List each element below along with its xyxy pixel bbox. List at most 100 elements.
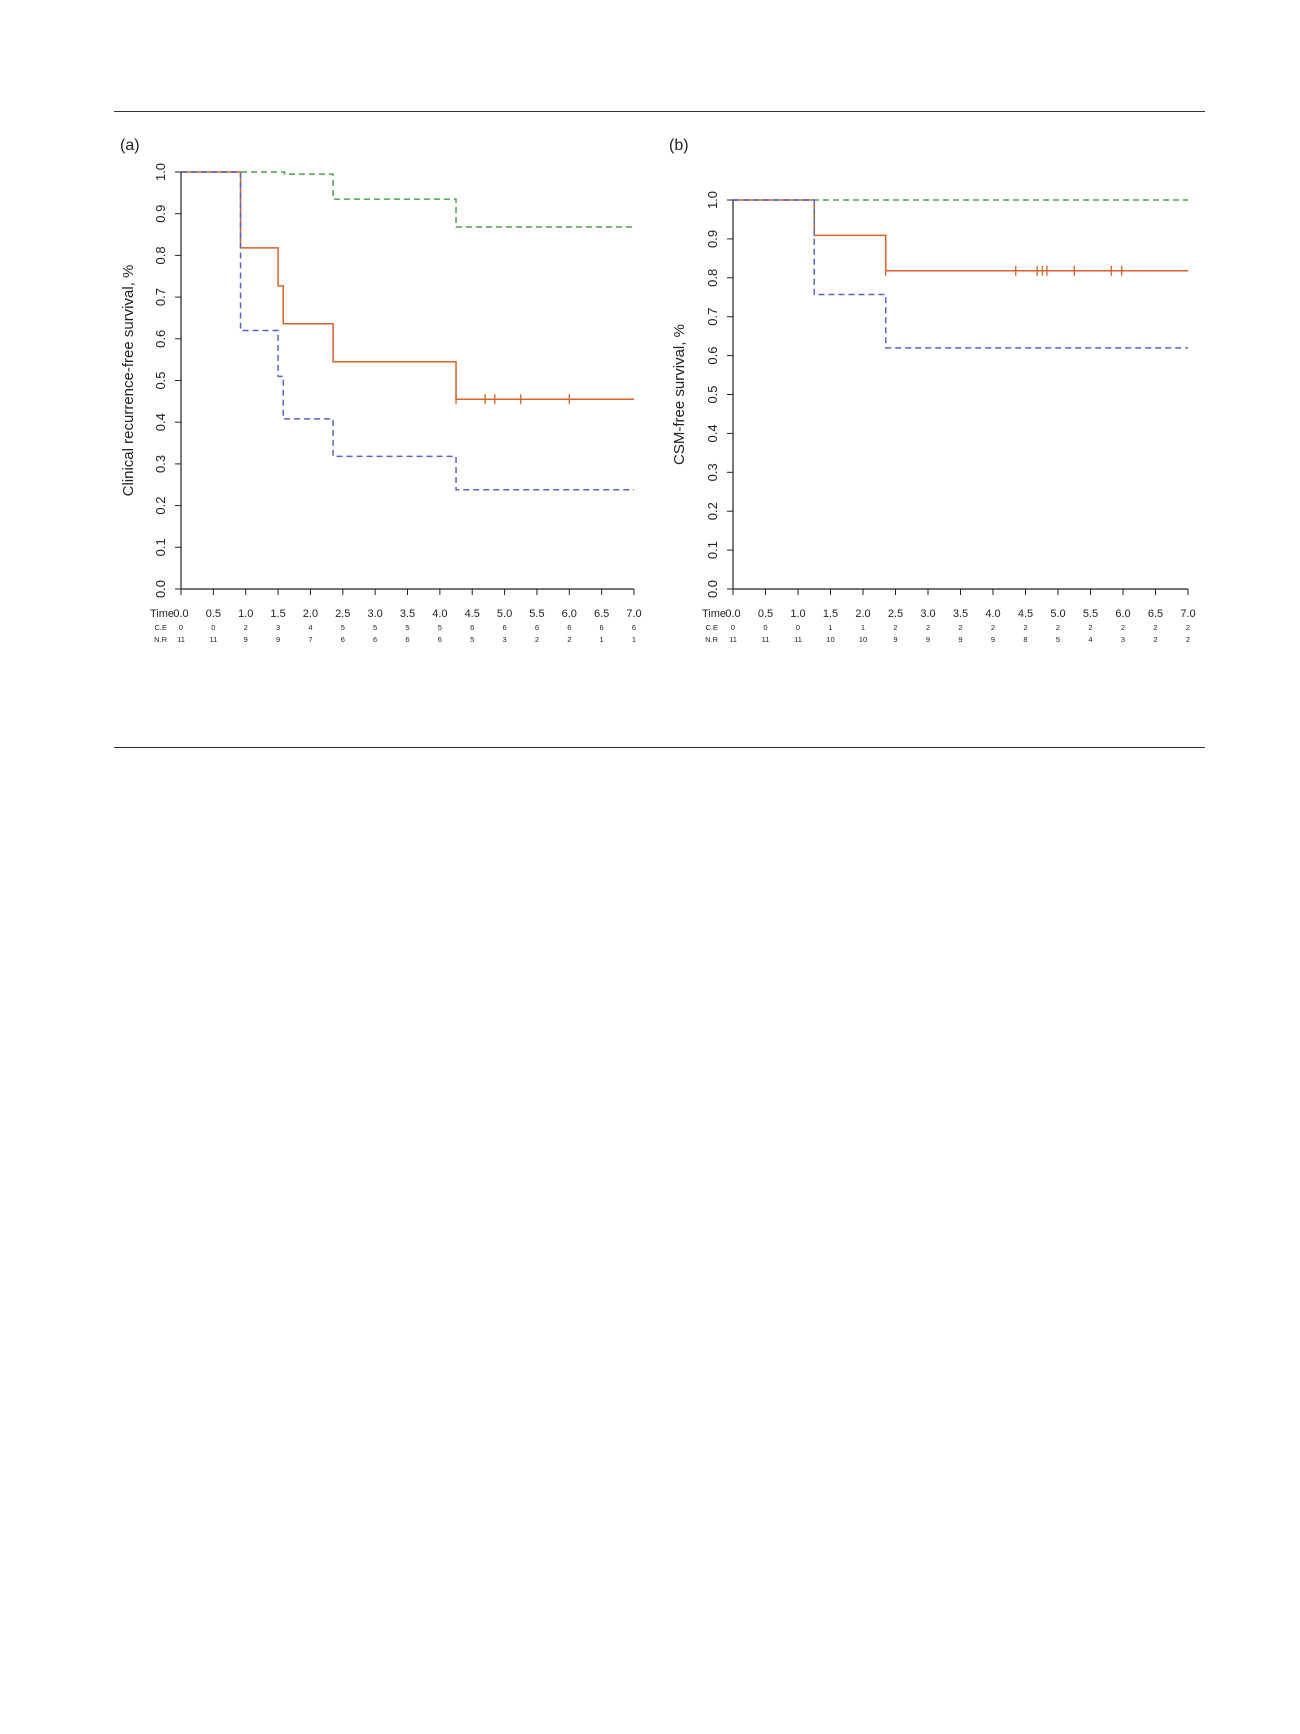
risk-table-value: 2	[535, 635, 539, 644]
risk-table-value: 9	[276, 635, 280, 644]
y-tick-label: 0.3	[153, 455, 168, 473]
risk-table-value: 0	[796, 623, 800, 632]
x-tick-label: 0.5	[206, 608, 221, 620]
risk-table-value: 0	[211, 623, 215, 632]
x-tick-label: 3.5	[400, 608, 415, 620]
risk-table-value: 2	[958, 623, 962, 632]
panel-label: (a)	[120, 137, 140, 154]
risk-table-value: 3	[276, 623, 280, 632]
risk-table-value: 5	[470, 635, 474, 644]
y-tick-label: 0.9	[153, 205, 168, 223]
series-orange-curve	[181, 171, 634, 401]
x-axis-title: Time	[150, 608, 174, 620]
x-tick-label: 6.0	[1115, 608, 1130, 620]
x-tick-label: 3.0	[367, 608, 382, 620]
y-tick-label: 0.2	[705, 502, 720, 520]
risk-table-value: 1	[828, 623, 832, 632]
x-tick-label: 5.0	[497, 608, 512, 620]
series-green-curve	[181, 171, 634, 228]
risk-table-value: 2	[1121, 623, 1125, 632]
x-tick-label: 0.0	[173, 608, 188, 620]
risk-table-value: 1	[861, 623, 865, 632]
x-tick-label: 5.5	[529, 608, 544, 620]
y-tick-label: 1.0	[153, 163, 168, 181]
risk-table-value: 11	[762, 635, 770, 644]
risk-table-value: 6	[567, 623, 571, 632]
risk-table-value: 11	[729, 635, 737, 644]
y-tick-label: 1.0	[705, 191, 720, 209]
risk-table-value: 6	[600, 623, 604, 632]
risk-table-row-label: C.E	[705, 623, 718, 632]
x-tick-label: 3.0	[920, 608, 935, 620]
risk-table-value: 6	[373, 635, 377, 644]
risk-table-value: 7	[308, 635, 312, 644]
x-tick-label: 6.5	[1148, 608, 1163, 620]
risk-table-value: 2	[1153, 635, 1157, 644]
x-tick-label: 4.0	[432, 608, 447, 620]
risk-table-value: 5	[405, 623, 409, 632]
risk-table-value: 6	[405, 635, 409, 644]
x-tick-label: 6.5	[594, 608, 609, 620]
risk-table-value: 6	[438, 635, 442, 644]
risk-table-value: 0	[731, 623, 735, 632]
x-tick-label: 7.0	[1180, 608, 1195, 620]
risk-table-value: 2	[1056, 623, 1060, 632]
y-tick-label: 0.7	[153, 288, 168, 306]
x-tick-label: 3.5	[953, 608, 968, 620]
risk-table-value: 9	[926, 635, 930, 644]
risk-table-value: 5	[438, 623, 442, 632]
risk-table-value: 11	[177, 635, 185, 644]
x-tick-label: 2.0	[303, 608, 318, 620]
y-tick-label: 0.5	[153, 371, 168, 389]
x-tick-label: 4.0	[985, 608, 1000, 620]
x-tick-label: 4.5	[465, 608, 480, 620]
x-tick-label: 2.5	[888, 608, 903, 620]
risk-table-value: 2	[1186, 635, 1190, 644]
risk-table-value: 6	[502, 623, 506, 632]
y-tick-label: 0.1	[705, 541, 720, 559]
risk-table-row-label: N.R	[705, 635, 719, 644]
risk-table-value: 5	[1056, 635, 1060, 644]
y-tick-label: 0.0	[705, 580, 720, 598]
x-tick-label: 2.5	[335, 608, 350, 620]
x-tick-label: 0.5	[758, 608, 773, 620]
y-tick-label: 0.7	[705, 308, 720, 326]
risk-table-value: 2	[1153, 623, 1157, 632]
x-tick-label: 4.5	[1018, 608, 1033, 620]
risk-table-value: 2	[567, 635, 571, 644]
chart-panel-b: (b) 0.0 0.1 0.2 0.3 0.4 0.5 0.6 0.7 0.8 0.9 1.0 CSM-…	[669, 137, 1196, 644]
risk-table-value: 0	[763, 623, 767, 632]
x-tick-label: 5.0	[1050, 608, 1065, 620]
risk-table-value: 1	[600, 635, 604, 644]
risk-table-value: 2	[1186, 623, 1190, 632]
y-tick-label: 0.9	[705, 230, 720, 248]
risk-table-value: 2	[1023, 623, 1027, 632]
risk-table-value: 11	[209, 635, 217, 644]
risk-table-value: 5	[341, 623, 345, 632]
risk-table-value: 2	[991, 623, 995, 632]
chart-panel-a: (a) 0.0 0.1 0.2 0.3 0.4 0.5 0.6 0.7 0.8 0.9 1.0 Clin…	[120, 137, 642, 644]
x-tick-label: 7.0	[626, 608, 641, 620]
y-tick-label: 0.2	[153, 497, 168, 515]
y-tick-label: 0.8	[153, 246, 168, 264]
x-tick-label: 1.0	[238, 608, 253, 620]
series-blue-curve	[733, 199, 1188, 349]
y-tick-label: 0.0	[153, 580, 168, 598]
y-tick-label: 0.1	[153, 538, 168, 556]
top-rule	[114, 111, 1205, 112]
risk-table-value: 4	[308, 623, 312, 632]
y-axis-title: Clinical recurrence-free survival, %	[120, 265, 137, 497]
risk-table-value: 2	[893, 623, 897, 632]
risk-table-row-label: N.R	[154, 635, 168, 644]
y-tick-label: 0.4	[153, 413, 168, 431]
bottom-rule	[114, 747, 1205, 748]
risk-table-value: 9	[244, 635, 248, 644]
risk-table-value: 4	[1088, 635, 1092, 644]
risk-table-value: 6	[341, 635, 345, 644]
risk-table-value: 6	[535, 623, 539, 632]
risk-table-value: 5	[373, 623, 377, 632]
risk-table-value: 11	[794, 635, 802, 644]
risk-table-value: 6	[470, 623, 474, 632]
x-tick-label: 1.5	[823, 608, 838, 620]
